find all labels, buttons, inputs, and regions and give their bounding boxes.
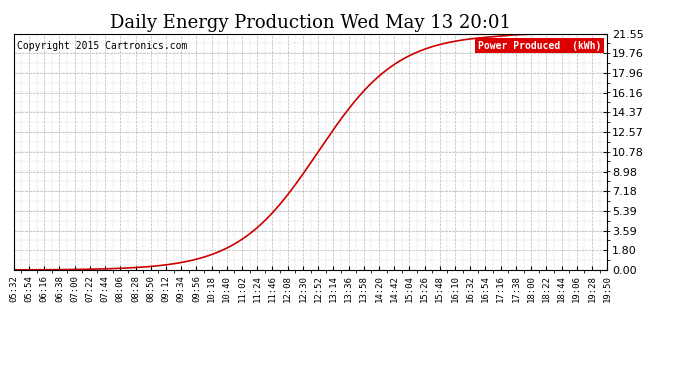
Text: Copyright 2015 Cartronics.com: Copyright 2015 Cartronics.com: [17, 41, 187, 51]
Title: Daily Energy Production Wed May 13 20:01: Daily Energy Production Wed May 13 20:01: [110, 14, 511, 32]
Text: Power Produced  (kWh): Power Produced (kWh): [478, 41, 601, 51]
